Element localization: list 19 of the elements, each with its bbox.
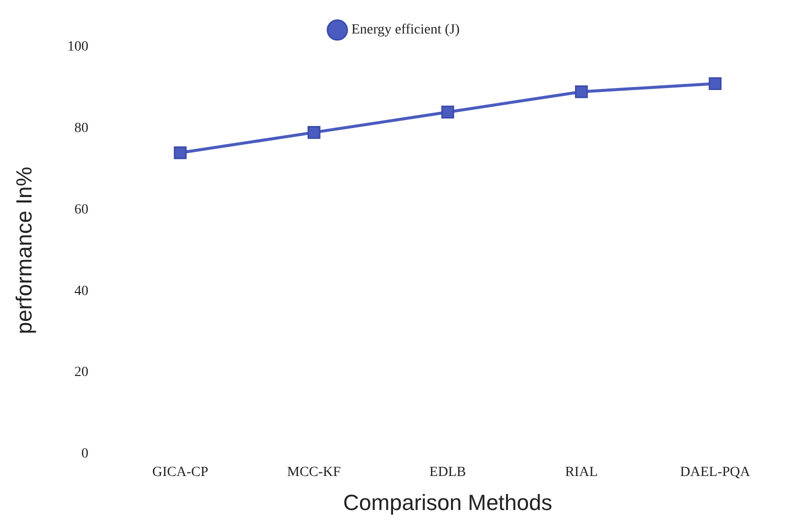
point bbox=[441, 106, 454, 118]
point bbox=[708, 77, 722, 90]
legend-label: Energy efficient (J) bbox=[351, 22, 460, 38]
x-tick-label: MCC-KF bbox=[287, 464, 342, 480]
y-tick-label: 40 bbox=[74, 284, 88, 299]
x-tick-label: DAEL-PQA bbox=[680, 464, 752, 480]
point bbox=[174, 146, 187, 160]
x-axis-title: Comparison Methods bbox=[343, 490, 552, 515]
y-tick-label: 60 bbox=[74, 202, 88, 218]
x-tick-label: RIAL bbox=[565, 464, 598, 480]
point bbox=[575, 85, 588, 98]
point bbox=[308, 126, 320, 139]
y-tick-label: 100 bbox=[67, 40, 88, 55]
y-tick-label: 0 bbox=[81, 446, 88, 462]
x-tick-label: GICA-CP bbox=[152, 464, 208, 480]
x-tick-label: EDLB bbox=[429, 464, 466, 480]
y-tick-label: 20 bbox=[74, 365, 88, 380]
y-tick-label: 80 bbox=[74, 121, 88, 136]
y-axis-title: performance In% bbox=[11, 166, 36, 334]
